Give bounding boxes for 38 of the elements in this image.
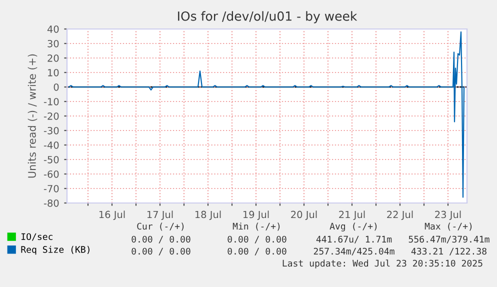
y-tick-label: 40 bbox=[47, 25, 59, 33]
y-axis-title: Units read (-) / write (+) bbox=[28, 54, 38, 178]
text: 0.00 / 0.00 bbox=[132, 248, 190, 256]
y-tick-label: -30 bbox=[44, 126, 59, 134]
legend-label: IO/sec bbox=[22, 233, 52, 241]
text: 556.47m/379.41m bbox=[408, 236, 490, 244]
text: 0.00 / 0.00 bbox=[228, 236, 286, 244]
text: 441.67u/ 1.71m bbox=[316, 236, 392, 244]
x-tick-label: 22 Jul bbox=[387, 210, 413, 220]
y-tick-label: -60 bbox=[44, 170, 59, 178]
y-tick-label: -80 bbox=[44, 199, 59, 207]
y-tick-label: 30 bbox=[48, 40, 59, 48]
x-tick-label: 19 Jul bbox=[243, 210, 269, 220]
y-tick-label: 20 bbox=[48, 54, 59, 62]
text: Last update: Wed Jul 23 20:35:10 2025 bbox=[282, 260, 482, 268]
x-tick-label: 21 Jul bbox=[339, 210, 365, 220]
text: Cur (-/+) bbox=[137, 222, 184, 231]
x-tick-label: 20 Jul bbox=[291, 210, 317, 220]
text: 257.34m/425.04m bbox=[314, 248, 394, 256]
x-tick-label: 16 Jul bbox=[99, 210, 125, 220]
y-tick-label: -20 bbox=[44, 112, 59, 120]
text: 0.00 / 0.00 bbox=[132, 236, 190, 244]
y-tick-label: 0 bbox=[54, 83, 59, 91]
x-tick-label: 17 Jul bbox=[147, 210, 173, 220]
text: Max (-/+) bbox=[424, 222, 472, 231]
text: Min (-/+) bbox=[232, 222, 280, 231]
y-tick-label: -50 bbox=[44, 156, 59, 164]
text: 433.21 /122.38 bbox=[411, 248, 486, 256]
chart-title: IOs for /dev/ol/u01 - by week bbox=[178, 11, 358, 24]
legend-label: Req Size (KB) bbox=[21, 246, 90, 255]
text: Avg (-/+) bbox=[330, 222, 377, 232]
x-tick-label: 18 Jul bbox=[195, 210, 221, 220]
y-tick-label: -10 bbox=[44, 98, 59, 106]
y-tick-label: -40 bbox=[44, 141, 59, 149]
x-tick-label: 23 Jul bbox=[435, 210, 461, 220]
y-tick-label: -70 bbox=[44, 184, 59, 192]
y-tick-label: 10 bbox=[48, 68, 59, 76]
text: 0.00 / 0.00 bbox=[228, 248, 286, 256]
